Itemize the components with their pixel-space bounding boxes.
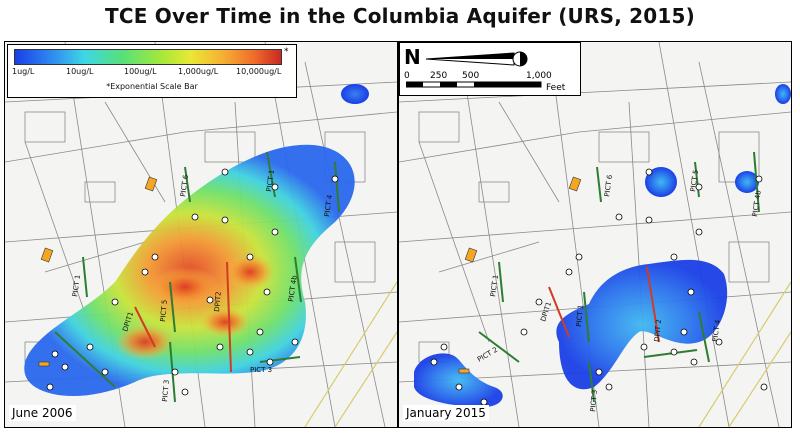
scale-bar-graphic bbox=[406, 81, 542, 88]
map-panel-2006: PICT 6 PICT 1 PICT 1 DPIT1 DPIT2 PICT 5 … bbox=[4, 41, 398, 428]
scale-tick-500: 500 bbox=[462, 71, 480, 81]
label-pict5-2015: PICT 5 bbox=[689, 169, 700, 192]
tce-plume-2015-main bbox=[556, 259, 728, 390]
legend-tick-1: 1ug/L bbox=[12, 67, 35, 76]
tce-plume-2015-far bbox=[775, 84, 791, 104]
well-points-2015 bbox=[430, 168, 768, 406]
label-pict1b-2006: PICT 1 bbox=[71, 274, 82, 297]
label-pict1b-2015: PICT 1 bbox=[575, 304, 585, 327]
tce-plume-2015-ne bbox=[735, 171, 759, 193]
north-letter: N bbox=[404, 45, 421, 69]
label-pict4b-2006: PICT 4b bbox=[287, 274, 299, 302]
scale-tick-0: 0 bbox=[404, 71, 410, 81]
color-scale-bar bbox=[14, 49, 282, 65]
map-panel-2015: PICT 6 PICT 5 PICT 1 PICT 1 DPIT1 DPIT 2… bbox=[398, 41, 792, 428]
label-pict3b-2006: PICT 3 bbox=[161, 379, 171, 402]
label-pict5-2006: PICT 5 bbox=[159, 299, 169, 322]
label-pict1-2015: PICT 1 bbox=[489, 274, 500, 297]
scale-and-north: N 0 250 500 1,000 Feet bbox=[399, 42, 581, 96]
basemap-2006: PICT 6 PICT 1 PICT 1 DPIT1 DPIT2 PICT 5 … bbox=[5, 42, 397, 427]
label-pict1-2006: PICT 1 bbox=[265, 169, 276, 192]
legend-tick-1000: 1,000ug/L bbox=[178, 67, 219, 76]
date-label-2006: June 2006 bbox=[9, 405, 76, 421]
basemap-2015: PICT 6 PICT 5 PICT 1 PICT 1 DPIT1 DPIT 2… bbox=[399, 42, 791, 427]
tce-plume-2015-west bbox=[414, 353, 503, 407]
legend-tick-10: 10ug/L bbox=[66, 67, 94, 76]
legend-note: *Exponential Scale Bar bbox=[106, 82, 198, 91]
scale-tick-250: 250 bbox=[430, 71, 448, 81]
legend-star: * bbox=[284, 47, 289, 57]
label-dpit2-2015: DPIT 2 bbox=[653, 319, 663, 342]
well-points-2006 bbox=[46, 168, 339, 396]
label-dpit2-2006: DPIT2 bbox=[213, 291, 223, 312]
label-pict4-2006: PICT 4 bbox=[323, 194, 334, 218]
scale-tick-1000: 1,000 bbox=[526, 71, 552, 81]
north-arrow-icon bbox=[425, 51, 528, 67]
label-pict4b-2015: PICT 4b bbox=[751, 189, 763, 217]
label-pict3-2006: PICT 3 bbox=[250, 366, 272, 374]
label-pict3-2015: PICT 3 bbox=[589, 389, 599, 412]
map-title: TCE Over Time in the Columbia Aquifer (U… bbox=[105, 4, 695, 28]
concentration-legend: * 1ug/L 10ug/L 100ug/L 1,000ug/L 10,000u… bbox=[7, 44, 297, 98]
label-pict6-2015: PICT 6 bbox=[603, 174, 614, 198]
tce-plume-2015-north bbox=[645, 167, 677, 197]
legend-tick-100: 100ug/L bbox=[124, 67, 157, 76]
date-label-2015: January 2015 bbox=[403, 405, 489, 421]
label-pict2-2015: PICT 2 bbox=[476, 346, 499, 364]
scale-unit: Feet bbox=[546, 83, 566, 93]
label-pict6-2006: PICT 6 bbox=[179, 174, 190, 198]
label-pict4-2015: PICT 4 bbox=[711, 319, 722, 343]
legend-tick-10000: 10,000ug/L bbox=[236, 67, 282, 76]
